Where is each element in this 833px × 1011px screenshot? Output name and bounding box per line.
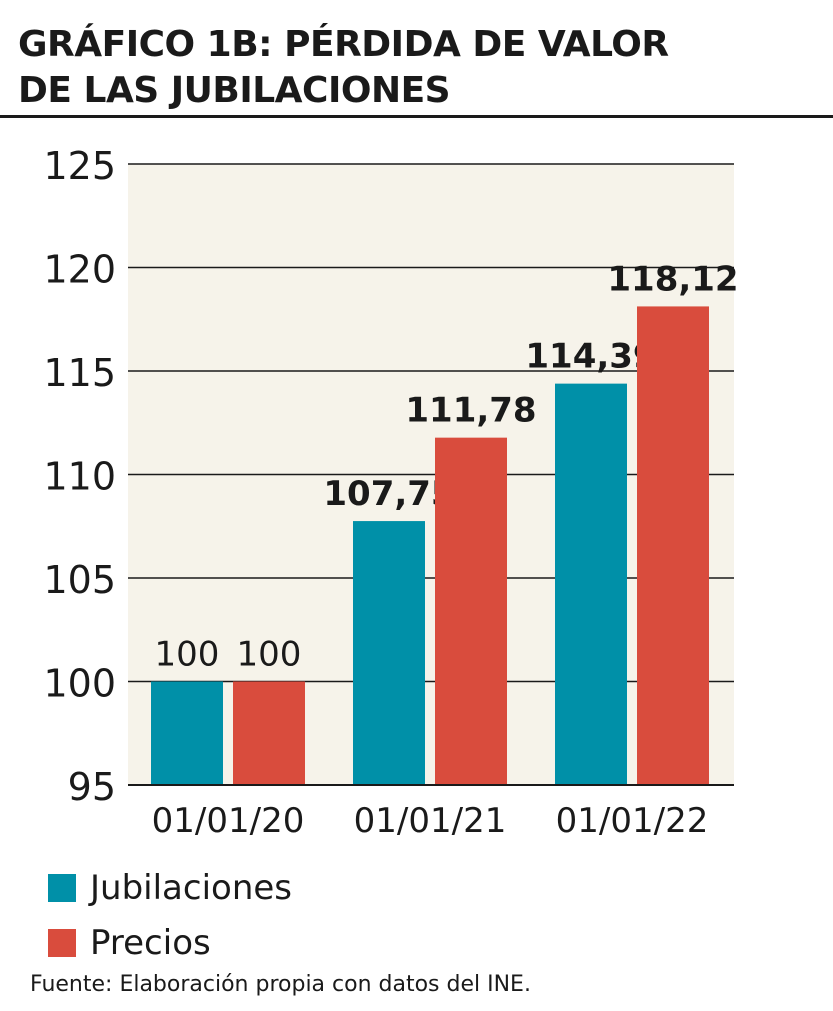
chart-title: GRÁFICO 1B: PÉRDIDA DE VALOR DE LAS JUBI…: [18, 22, 669, 114]
data-label-precios-1: 100: [237, 635, 302, 675]
legend-item-jubilaciones: Jubilaciones: [48, 860, 292, 915]
x-tick-label-2: 01/01/21: [354, 801, 507, 841]
legend-swatch-precios: [48, 928, 76, 957]
source-note: Fuente: Elaboración propia con datos del…: [30, 972, 531, 997]
bar-precios-2: [435, 437, 507, 785]
data-label-jubilaciones-2: 107,75: [323, 474, 454, 514]
legend-label-jubilaciones: Jubilaciones: [90, 867, 293, 908]
data-label-jubilaciones-1: 100: [155, 635, 220, 675]
legend-swatch-jubilaciones: [48, 873, 76, 902]
data-label-jubilaciones-3: 114,39: [525, 337, 656, 377]
x-tick-label-3: 01/01/22: [556, 801, 709, 841]
chart-title-line-1: GRÁFICO 1B: PÉRDIDA DE VALOR: [18, 24, 669, 65]
bar-chart: 95 100 105 110 115 120 125 100 100 01/01/20 107,75…: [43, 144, 738, 841]
data-label-precios-2: 111,78: [405, 391, 536, 431]
bar-jubilaciones-2: [353, 521, 425, 785]
y-tick-label-120: 120: [43, 248, 116, 292]
legend-item-precios: Precios: [48, 915, 292, 970]
legend: Jubilaciones Precios: [48, 860, 292, 970]
legend-label-precios: Precios: [90, 922, 211, 963]
y-tick-label-105: 105: [43, 558, 116, 602]
y-tick-label-100: 100: [43, 662, 116, 706]
bar-precios-1: [233, 681, 305, 785]
chart-title-line-2: DE LAS JUBILACIONES: [18, 70, 451, 111]
y-tick-label-115: 115: [43, 351, 116, 395]
bar-precios-3: [637, 306, 709, 785]
y-tick-label-95: 95: [68, 765, 116, 809]
x-tick-label-1: 01/01/20: [152, 801, 305, 841]
y-tick-label-110: 110: [43, 455, 116, 499]
data-label-precios-3: 118,12: [607, 259, 738, 299]
bar-jubilaciones-1: [151, 681, 223, 785]
title-divider: [0, 115, 833, 118]
bar-jubilaciones-3: [555, 383, 627, 785]
y-tick-label-125: 125: [43, 144, 116, 188]
